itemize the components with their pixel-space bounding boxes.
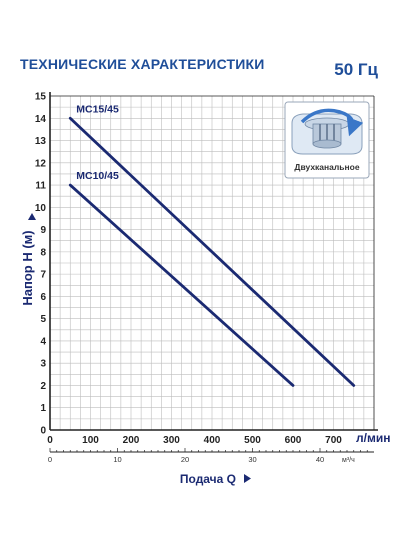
x-tick-labels: 0 100 200 300 400 500 600 700 <box>47 435 342 446</box>
x-tick-label: 0 <box>47 435 53 446</box>
x-tick-label: 400 <box>204 435 221 446</box>
x2-tick-label: 0 <box>48 455 52 464</box>
y-tick-label: 5 <box>40 314 46 325</box>
x2-tick-label: 30 <box>248 455 256 464</box>
series-line <box>68 183 295 387</box>
y-tick-label: 4 <box>40 336 46 347</box>
y-axis-label-arrow <box>28 213 36 220</box>
flow-arrow-icon <box>300 108 364 137</box>
chart-curves <box>68 116 356 387</box>
y-axis-label: Напор H (м) <box>20 230 35 305</box>
impeller-icon <box>291 113 363 155</box>
impeller-inset: Двухканальное <box>284 101 370 179</box>
chart-axes <box>49 92 378 431</box>
y-tick-label: 13 <box>35 136 47 147</box>
y-tick-label: 11 <box>35 181 46 192</box>
x-axis-unit: л/мин <box>356 431 390 445</box>
y-tick-label: 14 <box>35 114 47 125</box>
frequency-label: 50 Гц <box>334 60 378 79</box>
x-tick-label: 500 <box>244 435 261 446</box>
x2-axis-label-arrow <box>244 474 251 483</box>
y-tick-label: 10 <box>35 203 47 214</box>
y-tick-label: 6 <box>40 292 46 303</box>
y-tick-label: 7 <box>40 270 46 281</box>
x2-tick-label: 40 <box>316 455 324 464</box>
series-label-mc15-45: MC15/45 <box>76 103 119 115</box>
x2-axis-unit: м³/ч <box>342 457 355 464</box>
y-tick-label: 3 <box>40 359 46 370</box>
y-tick-label: 0 <box>40 426 46 437</box>
y-tick-label: 15 <box>35 92 47 103</box>
y-tick-label: 8 <box>40 247 46 258</box>
y-tick-label: 1 <box>40 403 46 414</box>
series-line <box>68 116 356 387</box>
secondary-x-tick-labels: 0 10 20 30 40 <box>48 448 374 464</box>
x2-tick-label: 10 <box>113 455 121 464</box>
y-tick-label: 12 <box>35 158 47 169</box>
x-tick-label: 100 <box>82 435 99 446</box>
x-tick-label: 600 <box>285 435 302 446</box>
x2-axis-label: Подача Q <box>180 472 236 486</box>
inset-caption: Двухканальное <box>294 162 359 172</box>
series-label-mc10-45: MC10/45 <box>76 170 119 182</box>
x-tick-label: 200 <box>123 435 140 446</box>
x2-tick-label: 20 <box>181 455 189 464</box>
y-tick-label: 2 <box>40 381 46 392</box>
x-tick-label: 700 <box>325 435 342 446</box>
page-title: ТЕХНИЧЕСКИЕ ХАРАКТЕРИСТИКИ <box>20 56 265 72</box>
y-tick-label: 9 <box>40 225 46 236</box>
x-tick-label: 300 <box>163 435 180 446</box>
